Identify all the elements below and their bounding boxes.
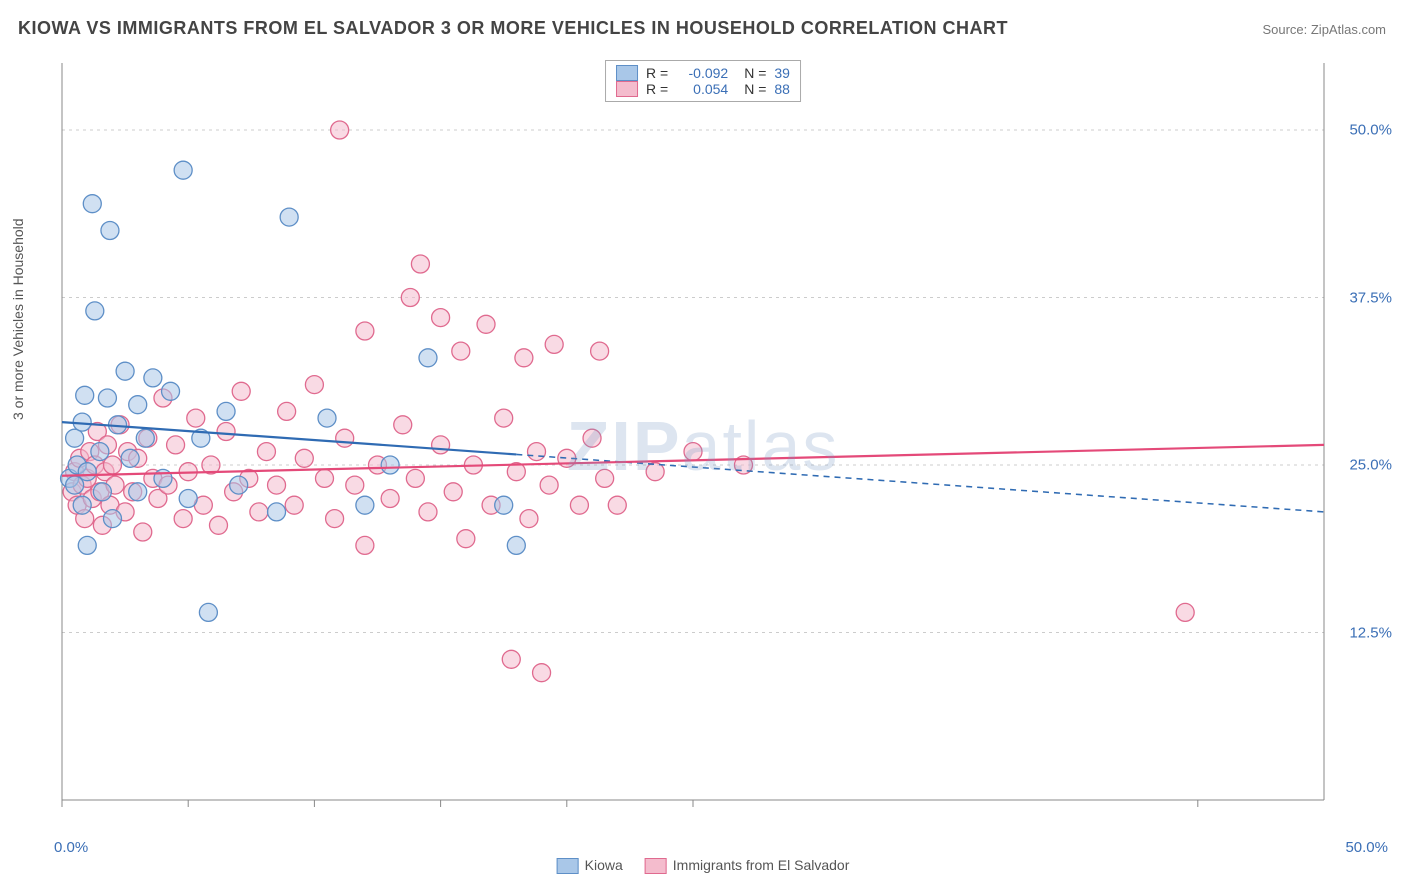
legend-row-0: R = -0.092 N = 39 [616,65,790,81]
series-legend: Kiowa Immigrants from El Salvador [557,857,850,874]
r-label: R = [646,65,668,81]
y-tick-label: 12.5% [1349,624,1392,641]
legend-swatch-elsalvador [645,858,667,874]
n-value-1: 88 [774,81,790,97]
r-value-1: 0.054 [676,81,728,97]
y-tick-label: 50.0% [1349,122,1392,139]
n-value-0: 39 [774,65,790,81]
legend-swatch-0 [616,65,638,81]
chart-container: KIOWA VS IMMIGRANTS FROM EL SALVADOR 3 O… [0,0,1406,892]
n-label: N = [744,65,766,81]
legend-item-1: Immigrants from El Salvador [645,857,850,874]
correlation-legend: R = -0.092 N = 39 R = 0.054 N = 88 [605,60,801,102]
y-tick-label: 37.5% [1349,289,1392,306]
legend-label-0: Kiowa [585,857,623,873]
x-axis-min-label: 0.0% [54,839,88,856]
legend-swatch-1 [616,81,638,97]
source-label: Source: ZipAtlas.com [1262,22,1386,37]
y-axis-label: 3 or more Vehicles in Household [10,218,26,420]
scatter-plot [54,55,1386,830]
chart-title: KIOWA VS IMMIGRANTS FROM EL SALVADOR 3 O… [18,18,1008,39]
legend-label-1: Immigrants from El Salvador [673,857,850,873]
legend-swatch-kiowa [557,858,579,874]
x-axis-max-label: 50.0% [1345,839,1388,856]
r-value-0: -0.092 [676,65,728,81]
legend-row-1: R = 0.054 N = 88 [616,81,790,97]
y-tick-label: 25.0% [1349,457,1392,474]
r-label: R = [646,81,668,97]
n-label: N = [744,81,766,97]
legend-item-0: Kiowa [557,857,623,874]
